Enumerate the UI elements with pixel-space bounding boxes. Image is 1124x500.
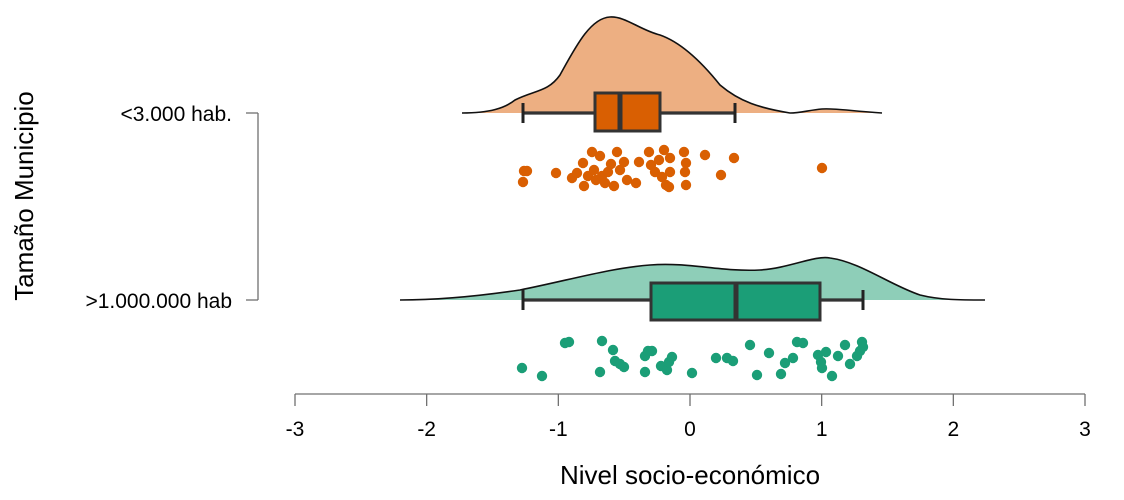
density-large	[399, 256, 986, 301]
density-small	[461, 16, 883, 114]
x-tick-label: 0	[684, 418, 696, 441]
group-small-municipality	[461, 16, 883, 193]
box-small	[593, 91, 662, 133]
x-tick-label: -3	[286, 418, 305, 441]
y-axis-title: Tamaño Municipio	[9, 91, 39, 301]
group-large-municipality	[399, 256, 986, 382]
x-tick-label: -2	[417, 418, 436, 441]
y-axis: <3.000 hab. >1.000.000 hab Tamaño Munici…	[9, 91, 259, 313]
y-tick-label-top: <3.000 hab.	[120, 103, 232, 126]
points-large	[516, 335, 869, 382]
x-axis-title: Nivel socio-económico	[560, 460, 820, 490]
x-tick-label: 1	[816, 418, 828, 441]
x-axis: -3 -2 -1 0 1 2 3	[286, 393, 1091, 441]
points-small	[517, 144, 828, 193]
x-tick-label: 2	[947, 418, 959, 441]
x-tick-label: 3	[1079, 418, 1091, 441]
y-tick-label-bottom: >1.000.000 hab	[85, 290, 232, 313]
x-tick-label: -1	[549, 418, 568, 441]
